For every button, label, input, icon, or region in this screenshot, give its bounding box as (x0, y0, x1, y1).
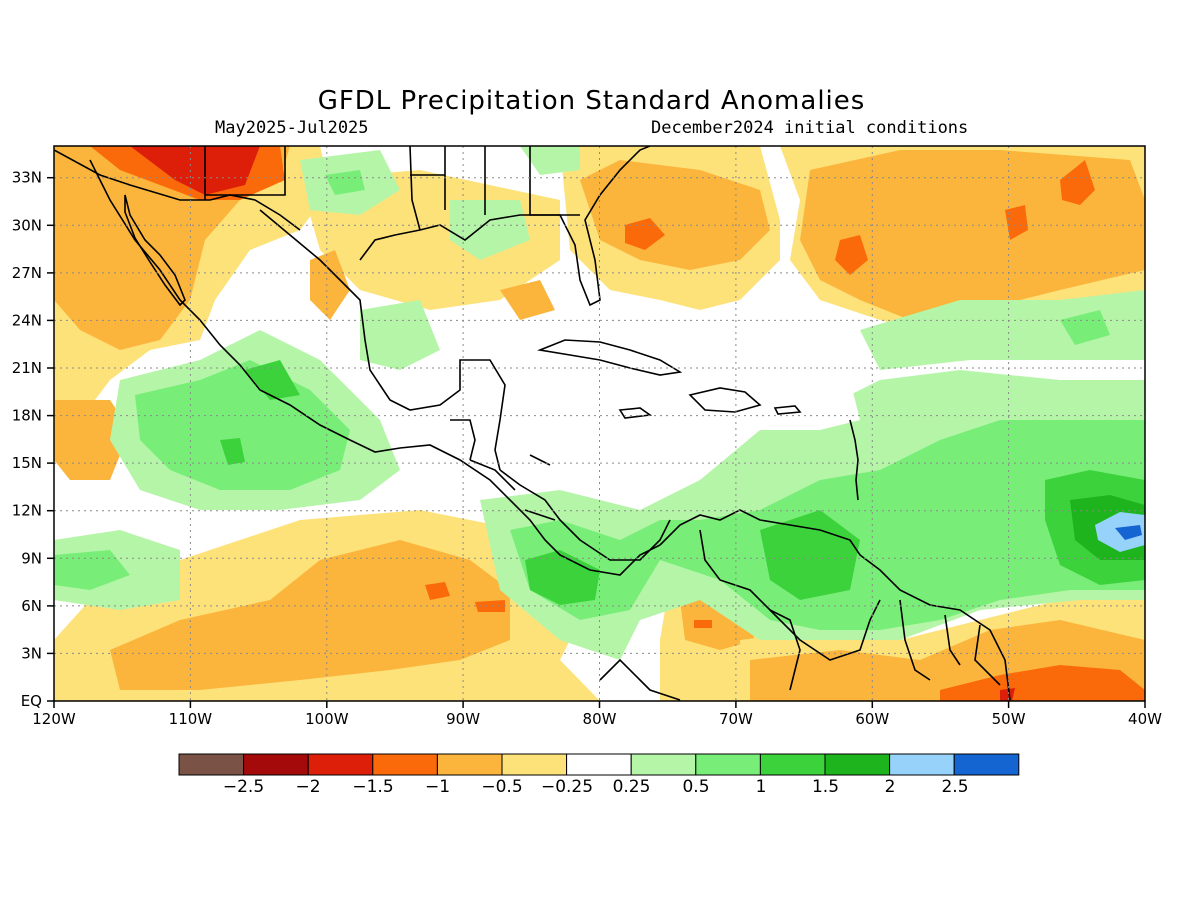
lat-label: 12N (12, 502, 42, 520)
colorbar-label: 0.5 (682, 777, 710, 797)
lat-label: 27N (12, 264, 42, 282)
colorbar-swatch (630, 753, 697, 776)
lat-label: 18N (12, 407, 42, 425)
colorbar-swatch (372, 753, 438, 776)
axis-ticks (47, 176, 1146, 708)
lat-label: 24N (12, 311, 42, 329)
forecast-period: May2025-Jul2025 (215, 118, 369, 138)
colorbar-label: 1 (755, 777, 767, 797)
coastlines (54, 146, 1011, 701)
colorbar-swatch (824, 753, 891, 776)
lon-label: 120W (32, 710, 76, 728)
lat-label: 6N (21, 597, 42, 615)
colorbar-label: 1.5 (811, 777, 840, 797)
colorbar-label: 2 (884, 777, 896, 797)
colorbar-label: −1 (424, 777, 451, 797)
colorbar-label: −0.25 (540, 777, 594, 797)
colorbar-swatch (759, 753, 826, 776)
lon-label: 110W (169, 710, 213, 728)
colorbar-swatch (243, 753, 309, 776)
lat-label: 9N (21, 549, 42, 567)
lon-label: 90W (446, 710, 480, 728)
colorbar-swatch (695, 753, 761, 776)
colorbar-label: −2 (295, 777, 321, 797)
colorbar-label: −0.5 (481, 777, 523, 797)
gridlines (54, 146, 1145, 701)
colorbar-swatch (889, 753, 955, 776)
lat-label: 3N (21, 644, 42, 662)
lat-label: 21N (12, 359, 42, 377)
dry-anomaly-regions (54, 146, 1145, 701)
lon-label: 100W (305, 710, 349, 728)
lon-label: 80W (583, 710, 617, 728)
anomaly-field (54, 146, 1145, 701)
colorbar-swatch (501, 753, 568, 776)
lat-label: 15N (12, 454, 42, 472)
colorbar-swatch (566, 753, 632, 776)
colorbar-label: −2.5 (222, 777, 265, 797)
colorbar-label: 0.25 (612, 777, 651, 797)
colorbar-label: 2.5 (941, 777, 969, 797)
lat-label: 30N (12, 216, 42, 234)
colorbar-swatch (307, 753, 374, 776)
wet-anomaly-regions (54, 146, 1145, 660)
lon-label: 70W (719, 710, 753, 728)
lon-label: 40W (1128, 710, 1162, 728)
lon-label: 50W (992, 710, 1026, 728)
colorbar-swatch (953, 753, 1020, 776)
colorbar-label: −1.5 (352, 777, 394, 797)
lat-label: 33N (12, 169, 42, 187)
colorbar-swatch (436, 753, 503, 776)
lon-label: 60W (855, 710, 889, 728)
initial-conditions: December2024 initial conditions (651, 118, 969, 138)
latitude-labels: EQ 3N 6N 9N 12N 15N 18N 21N 24N 27N 30N … (12, 169, 42, 710)
longitude-labels: 120W 110W 100W 90W 80W 70W 60W 50W 40W (32, 710, 1162, 728)
caribbean-neutral-region (480, 330, 860, 490)
colorbar (178, 753, 1020, 776)
lat-label: EQ (21, 692, 42, 710)
map-title: GFDL Precipitation Standard Anomalies (317, 86, 866, 116)
colorbar-swatch (178, 753, 245, 776)
